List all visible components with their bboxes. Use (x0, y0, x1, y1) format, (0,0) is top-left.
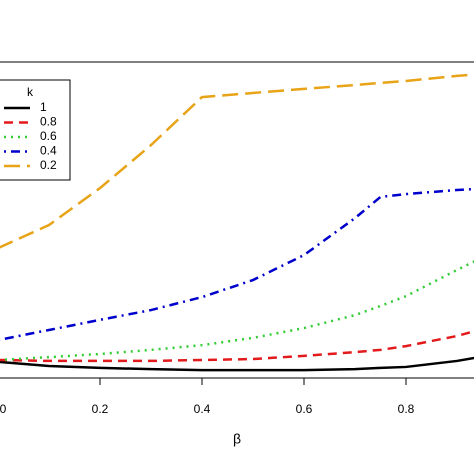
series-line (0, 73, 474, 249)
legend-label: 0.4 (40, 144, 57, 158)
legend-title: k (27, 85, 34, 99)
series-line (0, 187, 474, 341)
legend-label: 0.6 (40, 129, 57, 143)
x-tick-label: 0.0 (0, 402, 7, 416)
plot-frame (0, 61, 474, 379)
legend-label: 0.2 (40, 158, 57, 172)
x-tick-label: 0.8 (398, 402, 415, 416)
x-tick-label: 0.4 (194, 402, 211, 416)
series-line (0, 260, 474, 362)
legend-label: 0.8 (40, 115, 57, 129)
legend: k10.80.60.40.2 (0, 79, 71, 181)
legend-label: 1 (40, 100, 47, 114)
series-line (0, 330, 474, 363)
x-tick-label: 0.6 (296, 402, 313, 416)
x-axis-label: β (233, 431, 241, 447)
legend-box (0, 79, 71, 181)
series-line (0, 356, 474, 372)
x-tick-label: 0.2 (92, 402, 109, 416)
